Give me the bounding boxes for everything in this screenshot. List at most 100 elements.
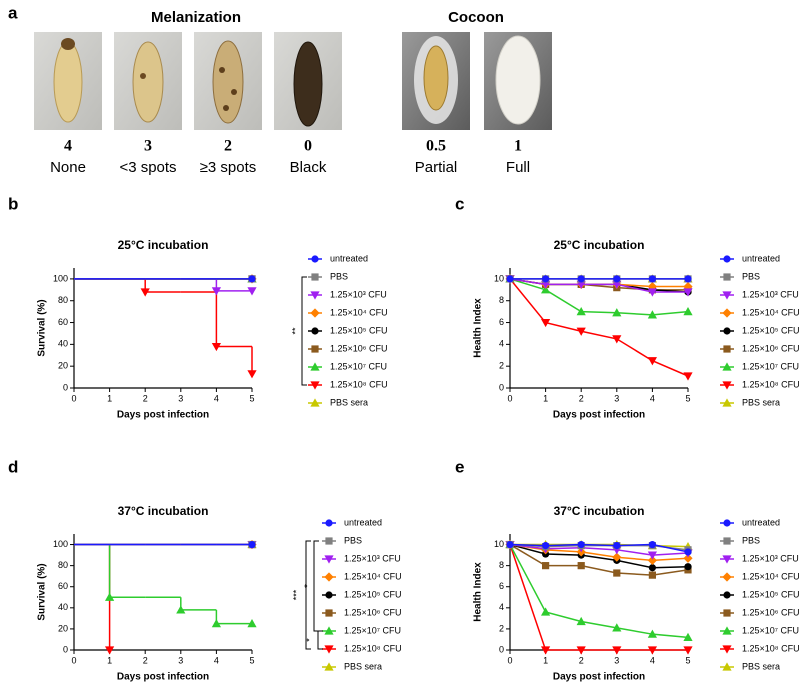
marker bbox=[506, 540, 514, 549]
y-tick-label: 40 bbox=[58, 602, 68, 612]
larva bbox=[53, 41, 83, 123]
score: 4 bbox=[64, 138, 72, 155]
x-tick-label: 0 bbox=[71, 393, 76, 403]
legend-label: PBS sera bbox=[330, 397, 368, 407]
marker bbox=[723, 345, 731, 353]
marker bbox=[324, 555, 334, 564]
marker bbox=[684, 275, 692, 283]
marker bbox=[613, 275, 621, 283]
legend-label: 1.25×10⁶ CFU bbox=[742, 343, 800, 353]
marker bbox=[311, 255, 319, 263]
marker bbox=[542, 562, 550, 570]
marker bbox=[506, 275, 514, 283]
score: 3 bbox=[144, 138, 152, 155]
line bbox=[509, 278, 689, 316]
marker bbox=[247, 619, 257, 628]
marker bbox=[311, 273, 319, 281]
marker bbox=[683, 288, 693, 297]
marker bbox=[683, 632, 693, 641]
chart-title: 25°C incubation bbox=[554, 238, 645, 252]
x-tick-label: 1 bbox=[107, 655, 112, 665]
legend-label: 1.25×10⁷ CFU bbox=[742, 625, 799, 635]
legend-label: 1.25×10³ CFU bbox=[344, 553, 401, 563]
x-tick-label: 1 bbox=[543, 393, 548, 403]
legend-label: 1.25×10⁵ CFU bbox=[742, 589, 800, 599]
marker bbox=[542, 275, 550, 283]
marker bbox=[647, 646, 657, 655]
legend-label: 1.25×10⁸ CFU bbox=[742, 379, 800, 389]
x-tick-label: 0 bbox=[507, 655, 512, 665]
marker bbox=[684, 563, 692, 571]
y-tick-label: 2 bbox=[499, 361, 504, 371]
y-axis-label: Survival (%) bbox=[37, 563, 48, 620]
marker bbox=[612, 308, 622, 317]
marker bbox=[248, 275, 256, 283]
line bbox=[509, 543, 689, 569]
legend-label: 1.25×10⁷ CFU bbox=[742, 361, 799, 371]
series bbox=[505, 274, 693, 319]
legend-label: 1.25×10⁷ CFU bbox=[330, 361, 387, 371]
legend-label: 1.25×10⁵ CFU bbox=[344, 589, 402, 599]
chart: d 37°C incubation Days post infection Survi… bbox=[8, 457, 402, 682]
larva bbox=[293, 41, 323, 127]
legend-label: 1.25×10⁵ CFU bbox=[330, 325, 388, 335]
marker bbox=[577, 275, 585, 283]
spot bbox=[140, 73, 146, 79]
marker bbox=[683, 553, 693, 563]
marker bbox=[612, 623, 622, 632]
legend-label: untreated bbox=[742, 253, 780, 263]
y-tick-label: 60 bbox=[58, 581, 68, 591]
panel-label: b bbox=[8, 194, 18, 213]
panel-label: a bbox=[8, 3, 18, 22]
significance-bracket bbox=[313, 540, 319, 632]
marker bbox=[723, 537, 731, 545]
marker bbox=[683, 372, 693, 381]
chart: c 25°C incubation Days post infection Healt… bbox=[455, 194, 800, 420]
panel-label: d bbox=[8, 457, 18, 476]
larva bbox=[423, 45, 449, 111]
marker bbox=[310, 291, 320, 300]
marker bbox=[576, 280, 586, 289]
marker bbox=[613, 569, 621, 577]
marker bbox=[647, 629, 657, 638]
marker bbox=[648, 540, 657, 549]
y-tick-label: 2 bbox=[499, 623, 504, 633]
y-tick-label: 10 bbox=[494, 273, 504, 283]
series bbox=[505, 539, 693, 565]
marker bbox=[325, 609, 333, 617]
group-title: Melanization bbox=[151, 9, 241, 26]
legend-label: PBS bbox=[344, 535, 362, 545]
legend-label: PBS bbox=[330, 271, 348, 281]
marker bbox=[576, 616, 586, 626]
line bbox=[509, 544, 689, 639]
marker bbox=[541, 285, 551, 294]
marker bbox=[140, 288, 150, 297]
x-tick-label: 3 bbox=[178, 393, 183, 403]
x-tick-label: 5 bbox=[685, 393, 690, 403]
marker bbox=[647, 310, 657, 319]
significance-bracket bbox=[301, 276, 307, 386]
series bbox=[506, 540, 692, 556]
significance-label: * bbox=[304, 638, 314, 642]
legend-label: 1.25×10³ CFU bbox=[742, 553, 799, 563]
legend-label: 1.25×10³ CFU bbox=[742, 289, 799, 299]
legend-label: 1.25×10⁸ CFU bbox=[344, 643, 402, 653]
marker bbox=[541, 646, 551, 655]
marker bbox=[723, 609, 731, 617]
marker bbox=[324, 572, 334, 582]
larva-photos bbox=[34, 32, 552, 130]
y-tick-label: 20 bbox=[58, 361, 68, 371]
x-tick-label: 3 bbox=[178, 655, 183, 665]
marker bbox=[310, 398, 320, 407]
marker bbox=[647, 555, 657, 565]
marker bbox=[683, 646, 693, 655]
y-tick-label: 0 bbox=[63, 382, 68, 392]
marker bbox=[247, 287, 257, 296]
x-tick-label: 3 bbox=[614, 393, 619, 403]
legend-label: PBS sera bbox=[742, 661, 780, 671]
legend-label: 1.25×10⁸ CFU bbox=[742, 643, 800, 653]
significance-label: *** bbox=[291, 589, 301, 600]
cocoon bbox=[495, 35, 541, 125]
chart: b 25°C incubation Days post infection Survi… bbox=[8, 194, 388, 420]
marker bbox=[612, 552, 622, 562]
